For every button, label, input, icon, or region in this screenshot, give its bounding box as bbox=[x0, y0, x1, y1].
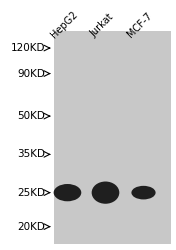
Text: 25KD: 25KD bbox=[17, 188, 45, 198]
Ellipse shape bbox=[131, 186, 156, 200]
Text: 120KD: 120KD bbox=[11, 43, 45, 53]
Text: MCF-7: MCF-7 bbox=[126, 11, 154, 40]
Text: 20KD: 20KD bbox=[17, 222, 45, 232]
FancyBboxPatch shape bbox=[54, 31, 171, 244]
Ellipse shape bbox=[54, 184, 81, 201]
Text: 90KD: 90KD bbox=[17, 68, 45, 78]
Text: 35KD: 35KD bbox=[17, 149, 45, 159]
Text: 50KD: 50KD bbox=[17, 111, 45, 121]
Ellipse shape bbox=[92, 182, 119, 204]
Text: Jurkat: Jurkat bbox=[88, 12, 116, 39]
Text: HepG2: HepG2 bbox=[49, 10, 79, 40]
